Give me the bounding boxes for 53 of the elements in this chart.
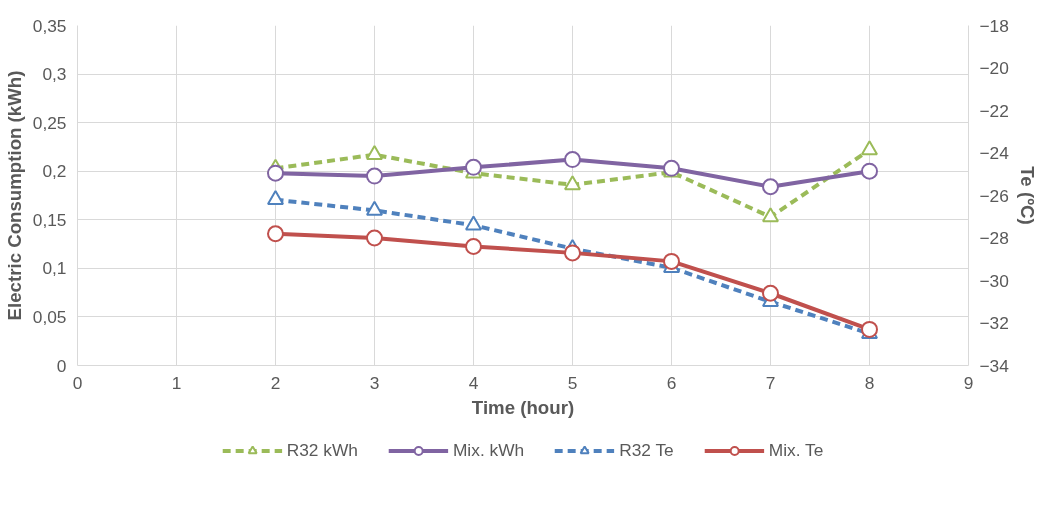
y-tick-label: 0 [56, 355, 67, 376]
y-tick-label: 0,05 [32, 306, 67, 327]
point [663, 252, 680, 270]
x-tick-label: 8 [864, 372, 875, 393]
y2-tick-label: −30 [979, 270, 1009, 291]
point [267, 164, 284, 182]
x-tick-label: 9 [963, 372, 974, 393]
point [564, 151, 581, 169]
x-tick-label: 0 [72, 372, 83, 393]
point [861, 140, 878, 156]
y2-tick-label: −32 [979, 313, 1009, 333]
point [366, 167, 383, 185]
point [366, 145, 383, 161]
x-axis-title: Time (hour) [471, 396, 575, 418]
point [564, 244, 581, 262]
y-tick-label: 0,2 [42, 161, 67, 182]
x-tick-label: 5 [567, 372, 578, 393]
y2-tick-label: −28 [979, 228, 1009, 248]
y2-tick-label: −24 [979, 143, 1010, 163]
y-tick-label: 0,35 [32, 15, 67, 36]
point [564, 175, 581, 191]
point [267, 190, 284, 206]
x-tick-label: 2 [270, 372, 281, 393]
point [762, 178, 779, 196]
point [465, 158, 482, 176]
y-tick-label: 0,25 [32, 112, 67, 133]
point [465, 238, 482, 255]
y2-tick-label: −26 [979, 185, 1009, 206]
point [762, 284, 779, 302]
y-tick-label: 0,3 [42, 64, 67, 85]
point [762, 207, 779, 223]
point [861, 162, 878, 180]
point [267, 225, 284, 243]
legend-label: Mix. kWh [452, 439, 525, 461]
legend-label: Mix. Te [768, 439, 824, 461]
y2-tick-label: −20 [979, 58, 1009, 78]
x-tick-label: 7 [765, 372, 776, 393]
x-tick-label: 3 [369, 372, 380, 393]
legend-label: R32 kWh [286, 439, 358, 461]
point [366, 229, 383, 247]
y2-tick-label: −34 [979, 355, 1010, 376]
point [465, 215, 482, 231]
legend-label: R32 Te [619, 439, 674, 461]
x-tick-label: 1 [171, 372, 182, 393]
y2-tick-label: −18 [979, 15, 1009, 36]
x-tick-label: 6 [666, 372, 677, 393]
y2-tick-label: −22 [979, 100, 1009, 121]
x-tick-label: 4 [468, 372, 479, 393]
y-axis-title: Electric Consumption (kWh) [3, 70, 25, 321]
y-tick-label: 0,15 [32, 209, 67, 230]
point [366, 200, 383, 216]
y-tick-label: 0,1 [42, 258, 67, 279]
y2-axis-title: Te (ºC) [1016, 166, 1038, 225]
